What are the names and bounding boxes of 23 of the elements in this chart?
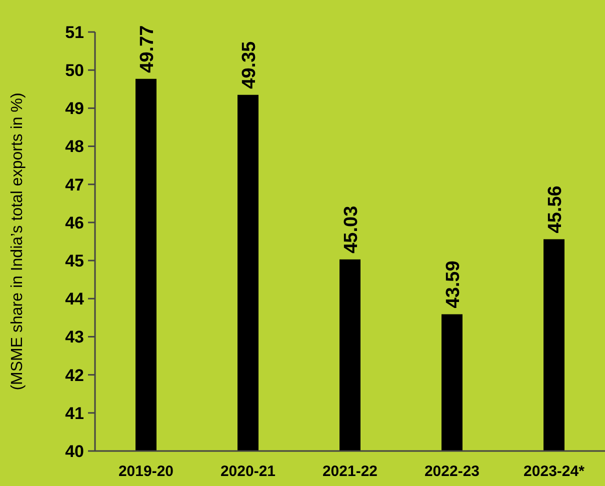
y-tick-label: 41 (65, 404, 84, 423)
x-tick-label: 2019-20 (118, 463, 174, 480)
x-tick-label: 2023-24* (524, 463, 585, 480)
data-label: 49.35 (239, 40, 260, 89)
data-label: 45.56 (545, 186, 566, 234)
y-tick-label: 40 (65, 442, 84, 461)
data-label: 43.59 (443, 260, 464, 308)
x-tick-label: 2021-22 (322, 463, 378, 480)
x-tick-label: 2022-23 (424, 463, 480, 480)
y-tick-label: 50 (65, 61, 84, 80)
y-tick-label: 46 (65, 213, 84, 232)
y-tick-label: 49 (65, 99, 84, 118)
y-tick-label: 43 (65, 328, 84, 347)
y-tick-label: 48 (65, 137, 84, 156)
y-tick-label: 42 (65, 366, 84, 385)
y-tick-label: 51 (65, 22, 84, 42)
y-tick-label: 45 (65, 251, 84, 270)
x-tick-label: 2020-21 (220, 463, 276, 480)
data-label: 49.77 (137, 25, 158, 73)
y-tick-label: 44 (65, 290, 85, 309)
y-tick-label: 47 (65, 175, 84, 194)
data-label: 45.03 (341, 206, 362, 254)
y-axis-title: (MSME share in India’s total exports in %) (9, 92, 26, 390)
